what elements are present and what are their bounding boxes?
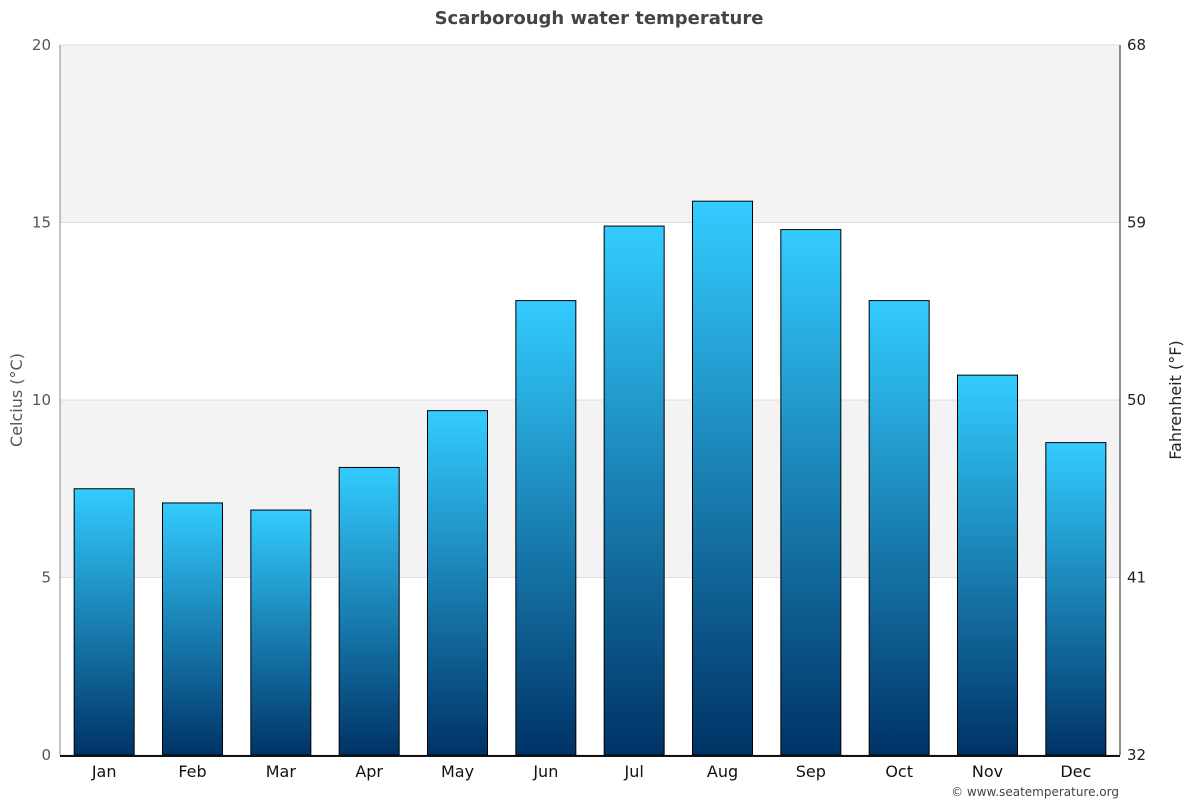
bar-dec <box>1045 442 1107 756</box>
y-tick-label: 20 <box>32 36 51 54</box>
y-tick-label-right: 41 <box>1127 569 1146 587</box>
bar-apr <box>338 466 400 756</box>
bar-feb <box>162 502 223 756</box>
bar-nov <box>957 374 1018 756</box>
y-tick-label-right: 59 <box>1127 214 1146 232</box>
y-tick-label-right: 68 <box>1127 36 1146 54</box>
bar-sep <box>780 229 842 756</box>
x-tick-label: Mar <box>266 762 297 781</box>
y-tick-label-right: 50 <box>1127 391 1146 409</box>
x-tick-label: Oct <box>885 762 913 781</box>
bar-may <box>427 410 488 756</box>
x-tick-label: Jul <box>624 762 644 781</box>
grid-band <box>60 400 1120 578</box>
y-tick-label: 0 <box>41 746 51 764</box>
x-tick-label: Jun <box>532 762 558 781</box>
y-axis-right-label: Fahrenheit (°F) <box>1166 340 1185 459</box>
x-tick-label: Feb <box>178 762 206 781</box>
bar-jul <box>603 225 665 756</box>
x-tick-label: Aug <box>707 762 738 781</box>
grid-band <box>60 45 1120 223</box>
bar-mar <box>250 509 312 756</box>
x-tick-label: May <box>441 762 474 781</box>
y-tick-label: 10 <box>32 391 51 409</box>
y-tick-label: 5 <box>41 569 51 587</box>
bar-jun <box>515 300 577 756</box>
y-tick-label: 15 <box>32 214 51 232</box>
y-axis-label: Celcius (°C) <box>7 353 26 447</box>
y-tick-label-right: 32 <box>1127 746 1146 764</box>
bar-oct <box>868 300 930 756</box>
x-tick-label: Apr <box>355 762 383 781</box>
credit-text[interactable]: © www.seatemperature.org <box>951 785 1119 799</box>
x-tick-label: Dec <box>1060 762 1091 781</box>
x-tick-label: Sep <box>796 762 826 781</box>
bar-aug <box>692 200 753 756</box>
x-tick-label: Jan <box>91 762 117 781</box>
x-tick-label: Nov <box>972 762 1003 781</box>
chart-title: Scarborough water temperature <box>435 8 764 29</box>
bar-jan <box>73 488 135 756</box>
